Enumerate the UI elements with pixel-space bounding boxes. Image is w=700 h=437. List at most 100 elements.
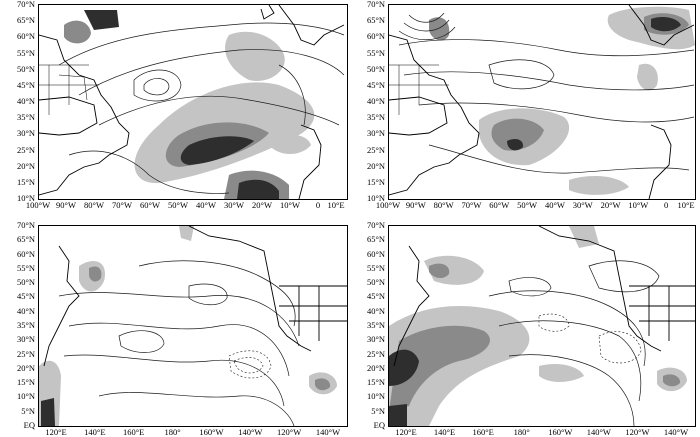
- lon-tick-label: 0: [315, 200, 321, 210]
- shade-region: [179, 226, 194, 241]
- lat-tick-label: 35°N: [16, 320, 35, 330]
- lon-tick-label: 120°W: [277, 427, 302, 437]
- lat-tick-label: 40°N: [366, 96, 385, 106]
- lat-tick-label: 60°N: [16, 248, 35, 259]
- map-panel-a: a: [0, 0, 350, 218]
- lat-tick-label: 55°N: [366, 262, 385, 273]
- shade-region: [389, 349, 419, 386]
- lat-tick-label: 70°N: [366, 220, 385, 230]
- lat-tick-label: 40°N: [16, 305, 35, 316]
- lat-tick-label: 55°N: [16, 262, 35, 273]
- lon-tick-label: 160°E: [123, 427, 145, 437]
- lon-tick-label: 10°W: [628, 200, 649, 210]
- map-canvas-d: [389, 226, 695, 426]
- lat-tick-label: 30°N: [16, 334, 35, 345]
- shade-region: [315, 378, 331, 391]
- map-frame-b: [388, 4, 696, 200]
- lon-tick-label: 180°: [164, 427, 181, 437]
- map-panel-c: c: [0, 219, 350, 437]
- lon-tick-label: 50°W: [517, 200, 538, 210]
- lon-tick-label: 60°W: [140, 200, 160, 210]
- lon-tick-label: 140°E: [433, 427, 456, 437]
- lat-tick-label: 10°N: [366, 391, 385, 402]
- lon-tick-label: 120°E: [45, 427, 67, 437]
- lat-tick-label: 10°N: [16, 193, 35, 203]
- lon-tick-label: 50°W: [168, 200, 188, 210]
- lon-tick-label: 140°W: [586, 427, 611, 437]
- lat-tick-label: 30°N: [16, 128, 35, 139]
- lat-tick-label: 30°N: [366, 334, 385, 345]
- map-canvas-b: [389, 5, 695, 199]
- map-panel-d: d: [350, 219, 700, 437]
- lat-tick-label: 15°N: [16, 377, 35, 388]
- lat-tick-label: 25°N: [366, 348, 385, 359]
- lat-tick-label: 65°N: [16, 234, 35, 245]
- lat-tick-label: 45°N: [16, 79, 35, 90]
- lon-tick-label: 120°E: [395, 427, 417, 437]
- lon-tick-label: 70°W: [461, 200, 482, 210]
- lon-tick-label: 180°: [513, 427, 530, 437]
- lat-tick-label: 10°N: [16, 391, 35, 402]
- lon-tick-label: 100°W: [375, 200, 401, 210]
- lon-tick-label: 40°W: [196, 200, 216, 210]
- lat-tick-label: 5°N: [371, 405, 385, 416]
- lon-tick-label: 70°W: [112, 200, 132, 210]
- lon-tick-label: 120°W: [625, 427, 650, 437]
- shade-region: [429, 17, 450, 41]
- shade-region: [569, 175, 629, 195]
- lat-tick-label: 20°N: [366, 160, 385, 171]
- shade-region: [64, 20, 91, 44]
- shade-region: [269, 134, 311, 154]
- lon-tick-label: 140°E: [84, 427, 106, 437]
- lon-tick-label: 10°E: [327, 200, 345, 210]
- lat-tick-label: 45°N: [366, 291, 385, 302]
- lat-tick-label: 60°N: [366, 248, 385, 259]
- lat-tick-label: 45°N: [366, 79, 385, 90]
- lon-tick-label: 60°W: [489, 200, 510, 210]
- lon-tick-label: 40°W: [544, 200, 565, 210]
- lat-tick-label: 65°N: [16, 15, 35, 26]
- map-frame-c: [38, 225, 348, 427]
- shade-region: [663, 374, 681, 387]
- lat-tick-label: 60°N: [16, 31, 35, 42]
- shade-region: [225, 31, 285, 81]
- lat-tick-label: 40°N: [366, 305, 385, 316]
- lon-tick-label: 20°W: [600, 200, 621, 210]
- map-panel-b: b: [350, 0, 700, 218]
- lon-tick-label: 140°W: [315, 427, 341, 437]
- lat-tick-label: 20°N: [366, 362, 385, 373]
- lon-tick-label: 160°E: [472, 427, 494, 437]
- lon-tick-label: 30°W: [224, 200, 244, 210]
- lat-tick-label: 35°N: [366, 112, 385, 123]
- lat-tick-label: 50°N: [16, 63, 35, 74]
- map-canvas-a: [39, 5, 345, 199]
- shade-region: [491, 118, 544, 151]
- shade-region: [84, 10, 119, 30]
- lat-tick-label: 50°N: [16, 277, 35, 288]
- lat-tick-label: 50°N: [366, 63, 385, 74]
- lat-tick-label: EQ: [23, 420, 35, 430]
- lat-tick-label: 15°N: [366, 377, 385, 388]
- shade-region: [89, 266, 102, 282]
- shade-region: [539, 364, 584, 382]
- shade-region: [569, 226, 599, 248]
- lon-tick-label: 90°W: [56, 200, 76, 210]
- lat-tick-label: 40°N: [16, 96, 35, 106]
- lon-tick-label: 160°W: [548, 427, 573, 437]
- lat-tick-label: 35°N: [16, 112, 35, 123]
- shade-region: [651, 17, 681, 32]
- lat-tick-label: 25°N: [366, 144, 385, 155]
- lat-tick-label: EQ: [373, 420, 385, 430]
- lat-tick-label: 10°N: [366, 193, 385, 203]
- shade-region: [389, 325, 490, 411]
- lat-tick-label: 55°N: [16, 47, 35, 58]
- lat-tick-label: 25°N: [16, 348, 35, 359]
- lat-tick-label: 20°N: [16, 160, 35, 171]
- map-frame-a: [38, 4, 348, 200]
- map-canvas-c: [39, 226, 347, 426]
- lat-tick-label: 45°N: [16, 291, 35, 302]
- shade-region: [389, 404, 407, 426]
- lon-tick-label: 160°W: [199, 427, 224, 437]
- shade-region: [41, 398, 55, 426]
- shade-region: [637, 63, 658, 91]
